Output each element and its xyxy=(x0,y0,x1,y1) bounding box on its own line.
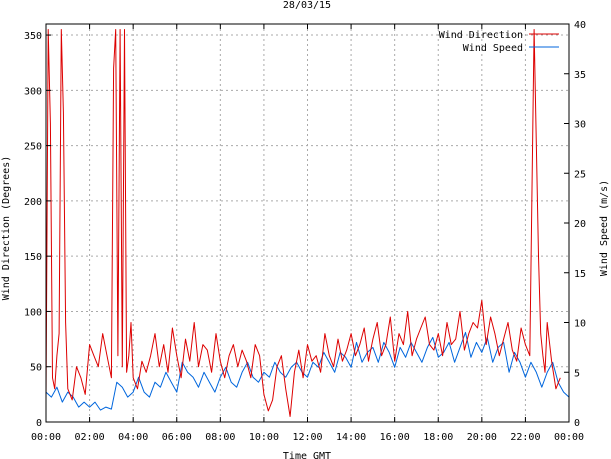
y-left-tick-label: 200 xyxy=(24,197,42,208)
legend: Wind Direction Wind Speed xyxy=(439,30,559,54)
wind-direction-series-line xyxy=(45,29,561,417)
y-left-tick-label: 250 xyxy=(24,142,42,153)
y-left-tick-label: 100 xyxy=(24,307,42,318)
x-tick-label: 16:00 xyxy=(380,432,410,443)
x-tick-label: 20:00 xyxy=(467,432,497,443)
y-right-tick-label: 40 xyxy=(574,20,586,31)
y-right-tick-label: 0 xyxy=(574,418,580,429)
x-axis-label: Time GMT xyxy=(283,451,331,459)
x-tick-label: 02:00 xyxy=(75,432,105,443)
y-axis-right-label: Wind Speed (m/s) xyxy=(599,180,610,276)
x-tick-label: 18:00 xyxy=(423,432,453,443)
y-left-tick-label: 50 xyxy=(30,363,42,374)
y-right-tick-label: 25 xyxy=(574,169,586,180)
y-right-tick-label: 15 xyxy=(574,269,586,280)
y-right-tick-label: 20 xyxy=(574,219,586,230)
y-right-tick-label: 5 xyxy=(574,368,580,379)
x-tick-label: 14:00 xyxy=(336,432,366,443)
y-left-tick-label: 350 xyxy=(24,31,42,42)
x-tick-label: 22:00 xyxy=(510,432,540,443)
y-right-tick-label: 30 xyxy=(574,120,586,131)
grid-lines xyxy=(46,24,569,422)
legend-label-wind-speed: Wind Speed xyxy=(463,43,523,54)
x-tick-label: 04:00 xyxy=(118,432,148,443)
legend-label-wind-direction: Wind Direction xyxy=(439,30,523,41)
x-tick-label: 08:00 xyxy=(205,432,235,443)
x-tick-label: 06:00 xyxy=(162,432,192,443)
y-left-tick-label: 150 xyxy=(24,252,42,263)
y-left-tick-label: 300 xyxy=(24,86,42,97)
axis-ticks: 00:00 02:00 04:00 06:00 08:00 10:00 12:00 14:00… xyxy=(24,20,586,443)
chart-title: 28/03/15 xyxy=(283,0,331,11)
x-tick-label: 12:00 xyxy=(292,432,322,443)
x-tick-label: 00:00 xyxy=(31,432,61,443)
y-left-tick-label: 0 xyxy=(36,418,42,429)
x-tick-label: 10:00 xyxy=(249,432,279,443)
wind-speed-series-line xyxy=(45,331,570,411)
y-axis-left-label: Wind Direction (Degrees) xyxy=(1,156,12,301)
y-right-tick-label: 10 xyxy=(574,319,586,330)
x-tick-label: 00:00 xyxy=(554,432,584,443)
y-right-tick-label: 35 xyxy=(574,70,586,81)
series-layer xyxy=(45,29,570,417)
